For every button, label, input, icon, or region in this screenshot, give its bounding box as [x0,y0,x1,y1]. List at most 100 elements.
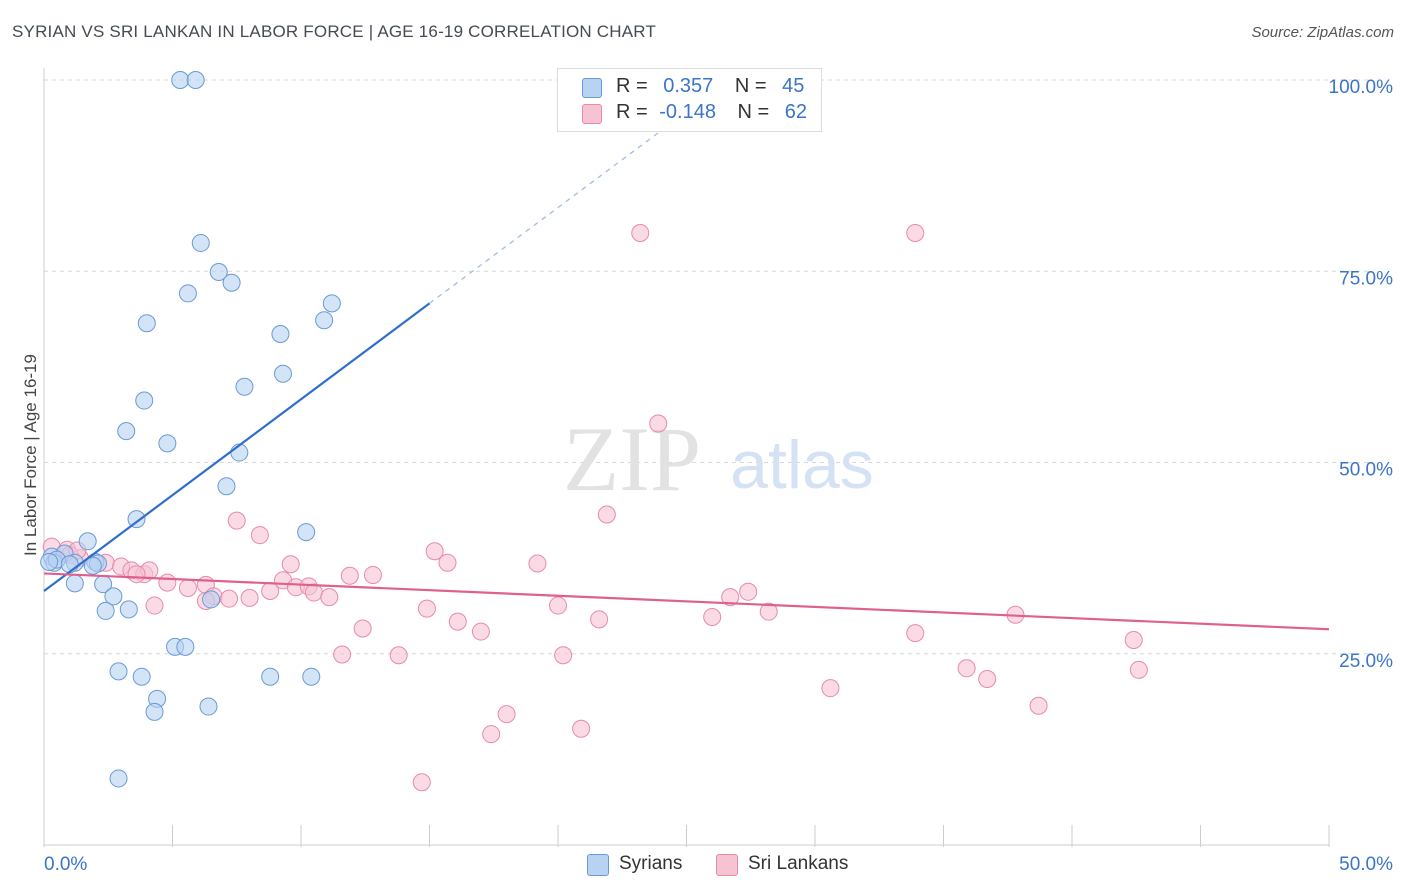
n-value: 62 [784,101,808,123]
syrian-point-16 [217,477,236,496]
sri-lankan-point-42 [721,588,740,607]
syrian-point-11 [235,377,254,396]
sri-lankan-point-52 [957,659,976,678]
watermark-atlas: atlas [730,427,874,503]
syrian-point-4 [222,273,241,292]
syrian-point-39 [132,667,151,686]
sri-lankan-point-22 [240,588,259,607]
grid-lines [44,79,1369,655]
sri-lankan-point-21 [220,589,239,608]
sri-lankan-point-29 [320,588,339,607]
sri-lankan-point-25 [281,555,300,574]
sri-lankan-point-55 [1129,660,1148,679]
syrian-point-19 [78,532,97,551]
syrian-point-5 [178,284,197,303]
axes [43,68,1330,847]
sri-lankan-point-51 [821,679,840,698]
y-tick-label-2: 75.0% [1339,268,1393,289]
sri-lankan-point-39 [471,622,490,641]
syrian-point-35 [202,590,221,609]
stats-legend: R = 0.357 N = 45 R = -0.148 N = 62 [557,68,822,132]
sri-lankan-point-5 [250,526,269,545]
syrian-point-32 [104,587,123,606]
sri-lankan-point-50 [554,646,573,665]
sri-lankan-point-3 [597,505,616,524]
syrian-point-13 [117,422,136,441]
sri-lankan-point-36 [549,596,567,615]
syrian-point-14 [158,434,177,453]
sri-lankan-point-0 [631,224,650,242]
n-value: 45 [782,75,805,97]
syrian-point-40 [261,667,280,686]
sri-lankan-point-38 [448,612,467,631]
x-tick-label-1: 50.0% [1339,854,1393,875]
series-syrians-points [40,71,341,788]
syrian-point-27 [83,556,102,575]
syrian-point-2 [191,233,210,252]
sri-lankan-point-41 [703,608,722,627]
syrian-point-10 [274,364,293,383]
syrian-point-17 [127,510,146,529]
sri-lankan-point-47 [1124,630,1143,649]
syrian-point-1 [186,71,205,89]
sri-lankan-point-58 [572,719,591,738]
sri-lankan-point-60 [145,596,164,615]
syrian-point-9 [271,324,290,343]
sri-lankan-point-56 [497,705,516,724]
watermark-zip: ZIP [563,408,701,510]
tick-labels: 25.0% 50.0% 75.0% 100.0% 0.0% 50.0% [44,77,1393,875]
sri-lankans-legend-label: Sri Lankans [748,853,849,874]
sri-lankan-point-18 [178,578,197,597]
syrians-trend-extension [429,120,675,304]
r-label: R = [616,101,648,123]
syrian-point-37 [176,637,195,656]
syrian-point-8 [315,311,334,330]
sri-lankan-point-33 [438,553,457,572]
syrians-legend-swatch [587,854,609,876]
syrian-point-6 [322,294,341,313]
y-tick-label-3: 100.0% [1329,77,1394,98]
sri-lankan-point-59 [412,773,431,792]
syrians-trend-line [43,302,431,592]
sri-lankan-point-44 [759,602,778,621]
sri-lankan-point-43 [739,582,758,601]
syrians-legend-label: Syrians [619,853,683,874]
syrian-point-3 [209,263,228,282]
sri-lankan-point-53 [978,669,997,688]
y-tick-label-0: 25.0% [1339,651,1393,672]
sri-lankan-point-37 [590,610,609,629]
trend-lines [43,120,1330,631]
sri-lankans-trend-line [43,572,1330,631]
y-axis-label: In Labor Force | Age 16-19 [21,354,40,556]
sri-lankan-point-31 [363,565,382,584]
syrian-point-43 [145,702,164,721]
sri-lankan-point-45 [906,624,925,643]
sri-lankan-point-28 [304,583,323,602]
syrian-point-33 [119,600,138,619]
syrian-point-7 [137,314,156,333]
sri-lankan-point-40 [353,619,372,638]
y-tick-label-1: 50.0% [1339,460,1393,481]
sri-lankan-point-32 [425,542,444,561]
syrian-point-28 [60,555,79,574]
sri-lankans-swatch [582,104,602,124]
sri-lankan-point-17 [158,573,177,592]
syrian-point-0 [171,71,190,89]
sri-lankan-point-1 [906,224,925,242]
sri-lankan-point-30 [340,566,359,585]
r-value: 0.357 [663,75,714,97]
syrian-point-41 [302,667,321,686]
n-label: N = [737,101,770,123]
sri-lankan-point-4 [227,511,246,530]
r-label: R = [616,75,648,97]
sri-lankan-point-34 [528,554,547,573]
sri-lankans-legend-swatch [716,854,738,876]
syrian-point-34 [96,601,115,620]
chart-title: SYRIAN VS SRI LANKAN IN LABOR FORCE | AG… [12,22,657,41]
r-value: -0.148 [659,101,716,123]
syrians-swatch [582,78,602,98]
syrian-point-18 [297,523,316,542]
x-tick-label-0: 0.0% [44,854,87,875]
syrian-point-44 [199,697,218,716]
